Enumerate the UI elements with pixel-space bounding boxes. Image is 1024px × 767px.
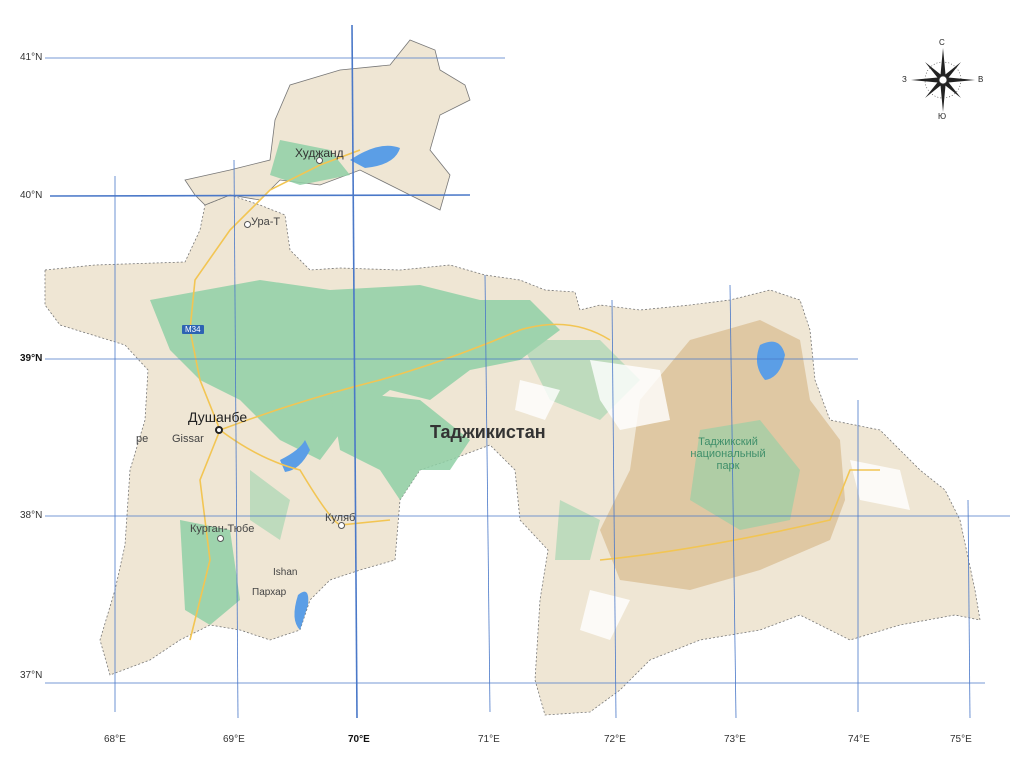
graticule bbox=[45, 24, 1010, 719]
grid-lon-75 bbox=[967, 499, 971, 719]
compass-west-label: З bbox=[902, 75, 907, 84]
road-shield-m34: M34 bbox=[182, 325, 204, 334]
place-ura-tube[interactable]: Ура-Т bbox=[251, 216, 281, 228]
place-gissar[interactable]: Gissar bbox=[172, 433, 204, 445]
grid-lat-40 bbox=[49, 194, 471, 197]
lon-label-73: 73°E bbox=[724, 734, 746, 745]
park-label-line: парк bbox=[716, 460, 740, 472]
park-label-line: национальный bbox=[690, 448, 766, 460]
grid-lon-69 bbox=[233, 159, 239, 719]
nurek-reservoir bbox=[280, 440, 310, 472]
lon-label-74: 74°E bbox=[848, 734, 870, 745]
lon-label-71: 71°E bbox=[478, 734, 500, 745]
compass-north-label: С bbox=[939, 38, 945, 47]
grid-lon-72 bbox=[611, 299, 617, 719]
kayrakkum-reservoir bbox=[350, 145, 400, 168]
city-marker bbox=[244, 221, 251, 228]
place-kurgan-tube[interactable]: Курган-Тюбе bbox=[190, 523, 255, 535]
water-bodies bbox=[280, 145, 785, 630]
grid-lon-73 bbox=[729, 284, 737, 719]
lon-label-75: 75°E bbox=[950, 734, 972, 745]
compass-south-label: Ю bbox=[938, 112, 947, 121]
compass-east-label: В bbox=[978, 75, 984, 84]
karakul-lake bbox=[756, 341, 785, 380]
lat-label-38: 38°N bbox=[20, 510, 43, 521]
place-khujand[interactable]: Худжанд bbox=[295, 146, 344, 160]
lat-label-37: 37°N bbox=[20, 670, 43, 681]
city-marker bbox=[217, 535, 224, 542]
lon-label-68: 68°E bbox=[104, 734, 126, 745]
capital-dushanbe[interactable]: Душанбе bbox=[188, 409, 248, 425]
capital-marker bbox=[215, 426, 223, 434]
city-marker bbox=[338, 522, 345, 529]
grid-lon-70 bbox=[351, 24, 358, 719]
lon-label-69: 69°E bbox=[223, 734, 245, 745]
compass-rose-icon bbox=[911, 48, 975, 112]
place-parkhar[interactable]: Пархар bbox=[252, 587, 287, 598]
place-ishan[interactable]: Ishan bbox=[273, 567, 298, 578]
lat-label-40: 40°N bbox=[20, 190, 43, 201]
place-partial[interactable]: ре bbox=[136, 433, 149, 445]
park-label-line: Таджикский bbox=[698, 436, 758, 448]
lat-label-41: 41°N bbox=[20, 52, 43, 63]
lat-label-39: 39°N bbox=[20, 353, 43, 364]
grid-lon-71 bbox=[484, 274, 491, 713]
city-marker bbox=[316, 157, 323, 164]
country-label: Таджикистан bbox=[430, 422, 546, 442]
lon-label-70: 70°E bbox=[348, 734, 370, 745]
snow-areas bbox=[515, 360, 910, 640]
river-pyanj bbox=[294, 591, 309, 630]
national-park-label: Таджикский национальный парк bbox=[688, 436, 768, 472]
place-kulyab[interactable]: Куляб bbox=[325, 512, 356, 524]
country-north-part bbox=[184, 39, 471, 211]
lon-label-72: 72°E bbox=[604, 734, 626, 745]
roads bbox=[189, 149, 880, 641]
